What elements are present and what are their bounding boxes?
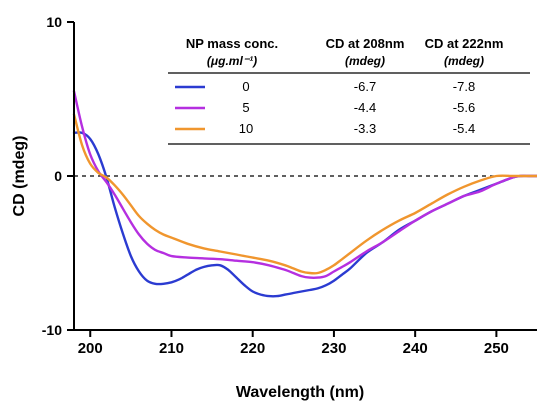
x-tick-label: 200 [78, 340, 103, 357]
axis-ticks: 10 0 -10 200 210 220 230 240 250 [42, 14, 509, 357]
table-header-label: CD at 222nm [425, 36, 504, 51]
table-cell-cd222: -5.6 [453, 100, 475, 115]
y-tick-label: 0 [54, 168, 62, 184]
series-line-10 [72, 113, 537, 275]
series-line-5 [72, 90, 537, 280]
table-header-label: NP mass conc. [186, 36, 278, 51]
table-header-label: CD at 208nm [326, 36, 405, 51]
x-tick-label: 250 [484, 340, 509, 357]
table-cell-conc: 5 [242, 100, 249, 115]
table-cell-conc: 10 [239, 121, 253, 136]
table-cell-cd222: -5.4 [453, 121, 475, 136]
y-tick-label: -10 [42, 322, 62, 338]
y-tick-label: 10 [46, 14, 62, 30]
table-header-unit: (mdeg) [345, 54, 385, 68]
table-cell-cd208: -3.3 [354, 121, 376, 136]
table-cell-cd208: -6.7 [354, 79, 376, 94]
table-cell-cd222: -7.8 [453, 79, 475, 94]
table-cell-cd208: -4.4 [354, 100, 376, 115]
x-axis-title: Wavelength (nm) [236, 384, 364, 401]
table-cell-conc: 0 [242, 79, 249, 94]
x-tick-label: 210 [159, 340, 184, 357]
x-tick-label: 240 [403, 340, 428, 357]
legend-table: NP mass conc. (μg.ml⁻¹) CD at 208nm (mdeg) C… [168, 36, 530, 145]
series-layer [72, 90, 537, 298]
table-header-unit: (μg.ml⁻¹) [207, 54, 257, 68]
x-tick-label: 220 [240, 340, 265, 357]
x-tick-label: 230 [321, 340, 346, 357]
y-axis-title: CD (mdeg) [11, 136, 28, 217]
table-header-unit: (mdeg) [444, 54, 484, 68]
